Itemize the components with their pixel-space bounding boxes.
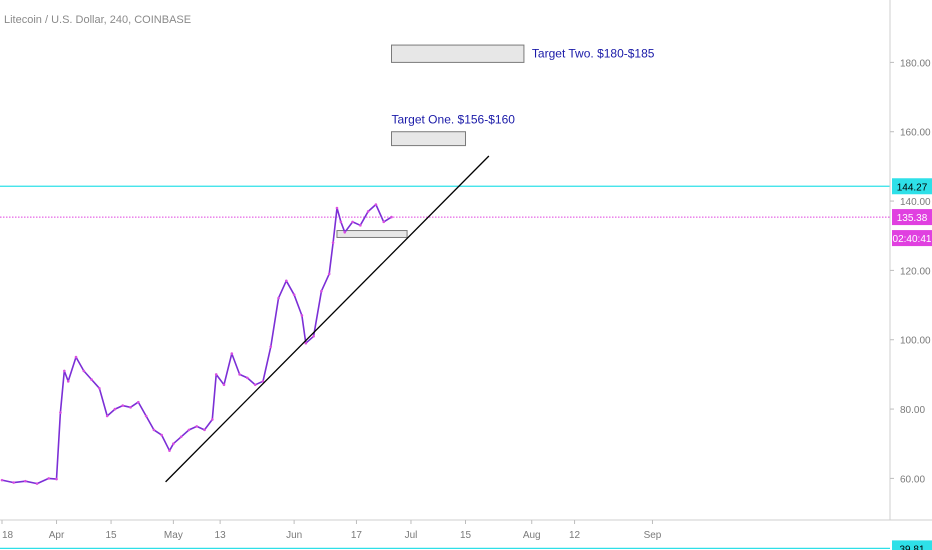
price-point [121,404,125,407]
countdown-tag-text: 02:40:41 [893,234,932,245]
price-point [351,220,354,224]
price-point [222,383,226,387]
price-point [320,289,323,293]
price-point [168,449,171,452]
price-point [35,482,39,485]
y-tick-label: 60.00 [900,474,925,485]
price-point [253,383,257,387]
countdown-tag: 02:40:41 [892,230,932,247]
x-tick-label: Jun [286,530,302,541]
price-point [331,241,335,244]
price-point [63,369,66,373]
price-point [195,425,199,428]
price-level-tag-text: 144.27 [897,182,928,193]
price-level-tag-text: 39.81 [899,544,924,550]
x-tick-label: 15 [460,530,472,541]
price-point [269,345,273,348]
price-point [90,378,93,381]
price-point [304,341,308,345]
price-point [59,411,62,414]
price-level-tag: 39.81 [892,540,932,550]
price-level-tag-bg [892,178,932,195]
target-annotation-label: Target One. $156-$160 [392,113,516,127]
price-point [343,230,347,234]
price-point [390,215,393,219]
price-point [105,414,109,418]
price-point [172,442,175,446]
x-tick-label: 12 [569,530,581,541]
price-level-tag-bg [892,540,932,550]
price-point [66,380,70,383]
price-point [152,428,156,432]
y-tick-label: 120.00 [900,266,931,277]
y-tick-label: 140.00 [900,197,931,208]
price-point [374,203,378,206]
countdown-tag-bg [892,230,932,247]
x-tick-label: Sep [644,530,662,541]
price-point [47,477,51,480]
price-point [382,220,386,224]
x-tick-label: 17 [351,530,363,541]
price-point [0,478,4,482]
price-point [246,376,249,380]
price-point [300,314,304,317]
price-point [238,373,241,376]
price-point [74,355,78,359]
price-point [285,279,288,283]
price-point [144,414,148,418]
price-point [24,479,27,483]
x-tick-label: Aug [523,530,541,541]
support-trendline [165,155,490,483]
price-point [339,220,343,224]
target-zone-box [391,44,525,63]
price-point [129,406,132,409]
target-zone-box [336,230,408,238]
price-point [137,400,140,404]
target-annotation-label: Target Two. $180-$185 [532,47,655,61]
target-zone-box [391,131,467,147]
price-point [203,428,206,432]
price-level-tag: 144.27 [892,178,932,195]
price-point [327,272,331,276]
price-point [113,407,117,411]
y-tick-label: 100.00 [900,336,931,347]
price-point [214,373,218,376]
price-point [98,386,101,390]
x-tick-label: Apr [49,530,65,541]
price-point [359,224,362,227]
price-point [312,334,315,338]
price-level-tag-bg [892,209,932,226]
price-point [160,433,163,437]
price-point [55,477,58,481]
chart-title: Litecoin / U.S. Dollar, 240, COINBASE [4,14,191,26]
price-point [82,369,86,373]
x-tick-label: 13 [215,530,227,541]
price-point [335,206,339,210]
price-level-tag-text: 135.38 [897,213,928,224]
price-point [261,380,265,383]
y-tick-label: 80.00 [900,405,925,416]
price-point [230,352,234,355]
price-point [277,296,280,300]
x-tick-label: Jul [405,530,418,541]
price-series-line [1,203,392,485]
y-tick-label: 180.00 [900,58,931,69]
x-tick-label: 15 [105,530,117,541]
price-point [292,293,296,296]
y-tick-label: 160.00 [900,128,931,139]
price-point [187,428,191,432]
price-point [179,435,183,439]
x-tick-label: 18 [2,530,14,541]
price-level-tag: 135.38 [892,209,932,226]
price-point [12,481,15,484]
price-point [366,210,370,213]
price-point [211,418,214,421]
x-tick-label: May [164,530,183,541]
